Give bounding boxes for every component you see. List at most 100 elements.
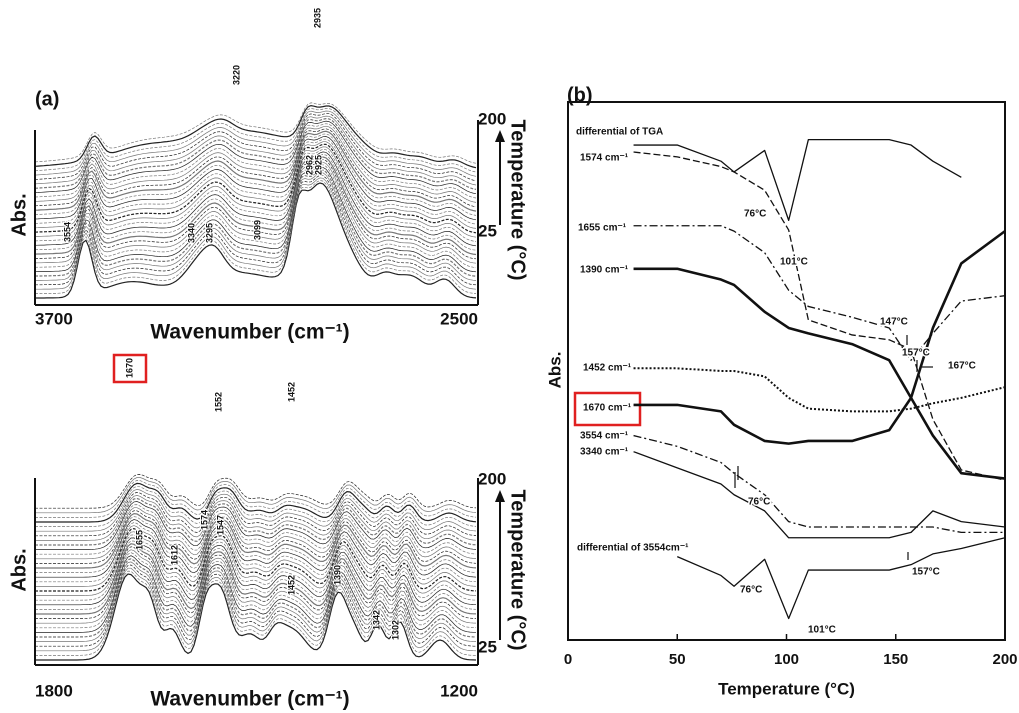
- annotation: 76°C: [744, 209, 766, 220]
- series-label: 3340 cm⁻¹: [580, 447, 629, 458]
- series-line: [633, 151, 1006, 481]
- panel-label: (a): [35, 88, 59, 110]
- spectrum: [35, 534, 477, 601]
- spectrum: [35, 128, 477, 208]
- peak-label: 1390: [332, 565, 342, 585]
- peak-label: 1574: [199, 510, 209, 530]
- x-tick-label: 0: [564, 651, 572, 668]
- peak-label: 1547: [215, 515, 225, 535]
- peak-label: 3295: [204, 223, 214, 243]
- spectrum: [35, 519, 477, 578]
- peak-label: 3099: [252, 220, 262, 240]
- x-tick-label: 150: [883, 651, 908, 668]
- temp-tick: 200: [478, 109, 506, 128]
- spectrum: [35, 125, 477, 203]
- spectrum: [35, 543, 477, 615]
- spectrum: [35, 136, 477, 221]
- spectrum: [35, 482, 477, 523]
- spectrum: [35, 558, 477, 638]
- spectrum: [35, 474, 477, 509]
- series-line: [633, 367, 1006, 413]
- spectrum: [35, 123, 477, 199]
- spectrum: [35, 527, 477, 592]
- spectrum: [35, 537, 477, 606]
- y-label: Abs.: [545, 352, 564, 389]
- x-tick-label: 50: [669, 651, 686, 668]
- spectrum: [35, 177, 477, 290]
- spectrum: [35, 164, 477, 268]
- peak-label: 2925: [313, 155, 323, 175]
- series-label: 1655 cm⁻¹: [578, 223, 627, 234]
- spectrum: [35, 504, 477, 555]
- spectrum: [35, 495, 477, 541]
- annotation: 167°C: [948, 361, 976, 372]
- peak-label: 1612: [169, 545, 179, 565]
- spectrum: [35, 492, 477, 537]
- series-label: 1670 cm⁻¹: [583, 403, 632, 414]
- y-label: Abs.: [8, 548, 30, 591]
- x-tick-label: 1800: [35, 681, 73, 700]
- peak-label: 3340: [186, 223, 196, 243]
- peak-label: 1670: [124, 358, 134, 378]
- series-line: [633, 434, 1005, 534]
- spectrum: [35, 138, 477, 225]
- spectrum: [35, 154, 477, 251]
- peak-label: 1655: [134, 530, 144, 550]
- peak-label: 2935: [312, 8, 322, 28]
- temp-tick: 200: [478, 469, 506, 488]
- spectra-top: [35, 102, 477, 299]
- spectrum: [35, 169, 477, 277]
- annotation: 76°C: [740, 585, 762, 596]
- spectrum: [35, 531, 477, 596]
- temp-tick: 25: [478, 221, 497, 240]
- series-label: differential of 3554cm⁻¹: [577, 543, 689, 554]
- peak-label: 3220: [231, 65, 241, 85]
- spectrum: [35, 497, 477, 546]
- plot-frame: [567, 101, 1006, 641]
- series-line: [676, 537, 1006, 620]
- spectrum: [35, 172, 477, 281]
- spectrum: [35, 489, 477, 532]
- x-label: Wavenumber (cm⁻¹): [150, 688, 349, 711]
- series-label: 1390 cm⁻¹: [580, 265, 629, 276]
- annotation: 101°C: [808, 625, 836, 636]
- spectrum: [35, 102, 477, 164]
- spectrum: [35, 564, 477, 647]
- spectrum: [35, 133, 477, 216]
- spectrum: [35, 501, 477, 550]
- spectrum: [35, 113, 477, 182]
- spectrum: [35, 182, 477, 299]
- x-tick-label: 200: [992, 651, 1017, 668]
- spectrum: [35, 174, 477, 286]
- spectra-bottom: [35, 474, 477, 661]
- y-label: Abs.: [8, 193, 30, 236]
- spectrum: [35, 104, 477, 169]
- spectrum: [35, 156, 477, 256]
- series-line: [633, 230, 1006, 445]
- spectrum: [35, 159, 477, 260]
- annotation: 101°C: [780, 257, 808, 268]
- temp-label: Temperature (°C): [507, 490, 529, 651]
- x-tick-label: 100: [774, 651, 799, 668]
- spectrum: [35, 573, 477, 661]
- spectrum: [35, 143, 477, 234]
- annotation: 157°C: [902, 348, 930, 359]
- x-tick-label: 3700: [35, 309, 73, 328]
- peak-label: 1342: [371, 610, 381, 630]
- spectrum: [35, 512, 477, 569]
- spectra: [35, 102, 477, 661]
- spectrum: [35, 522, 477, 583]
- spectrum: [35, 146, 477, 238]
- series-line: [633, 139, 962, 222]
- annotation: 147°C: [880, 317, 908, 328]
- spectrum: [35, 525, 477, 587]
- series-line: [633, 451, 1006, 539]
- spectrum: [35, 516, 477, 573]
- spectrum: [35, 486, 477, 527]
- spectrum: [35, 161, 477, 264]
- peak-label: 3554: [62, 222, 72, 242]
- spectrum: [35, 552, 476, 629]
- highlight-box: [112, 353, 148, 384]
- spectrum: [35, 546, 477, 619]
- annotation: 157°C: [912, 567, 940, 578]
